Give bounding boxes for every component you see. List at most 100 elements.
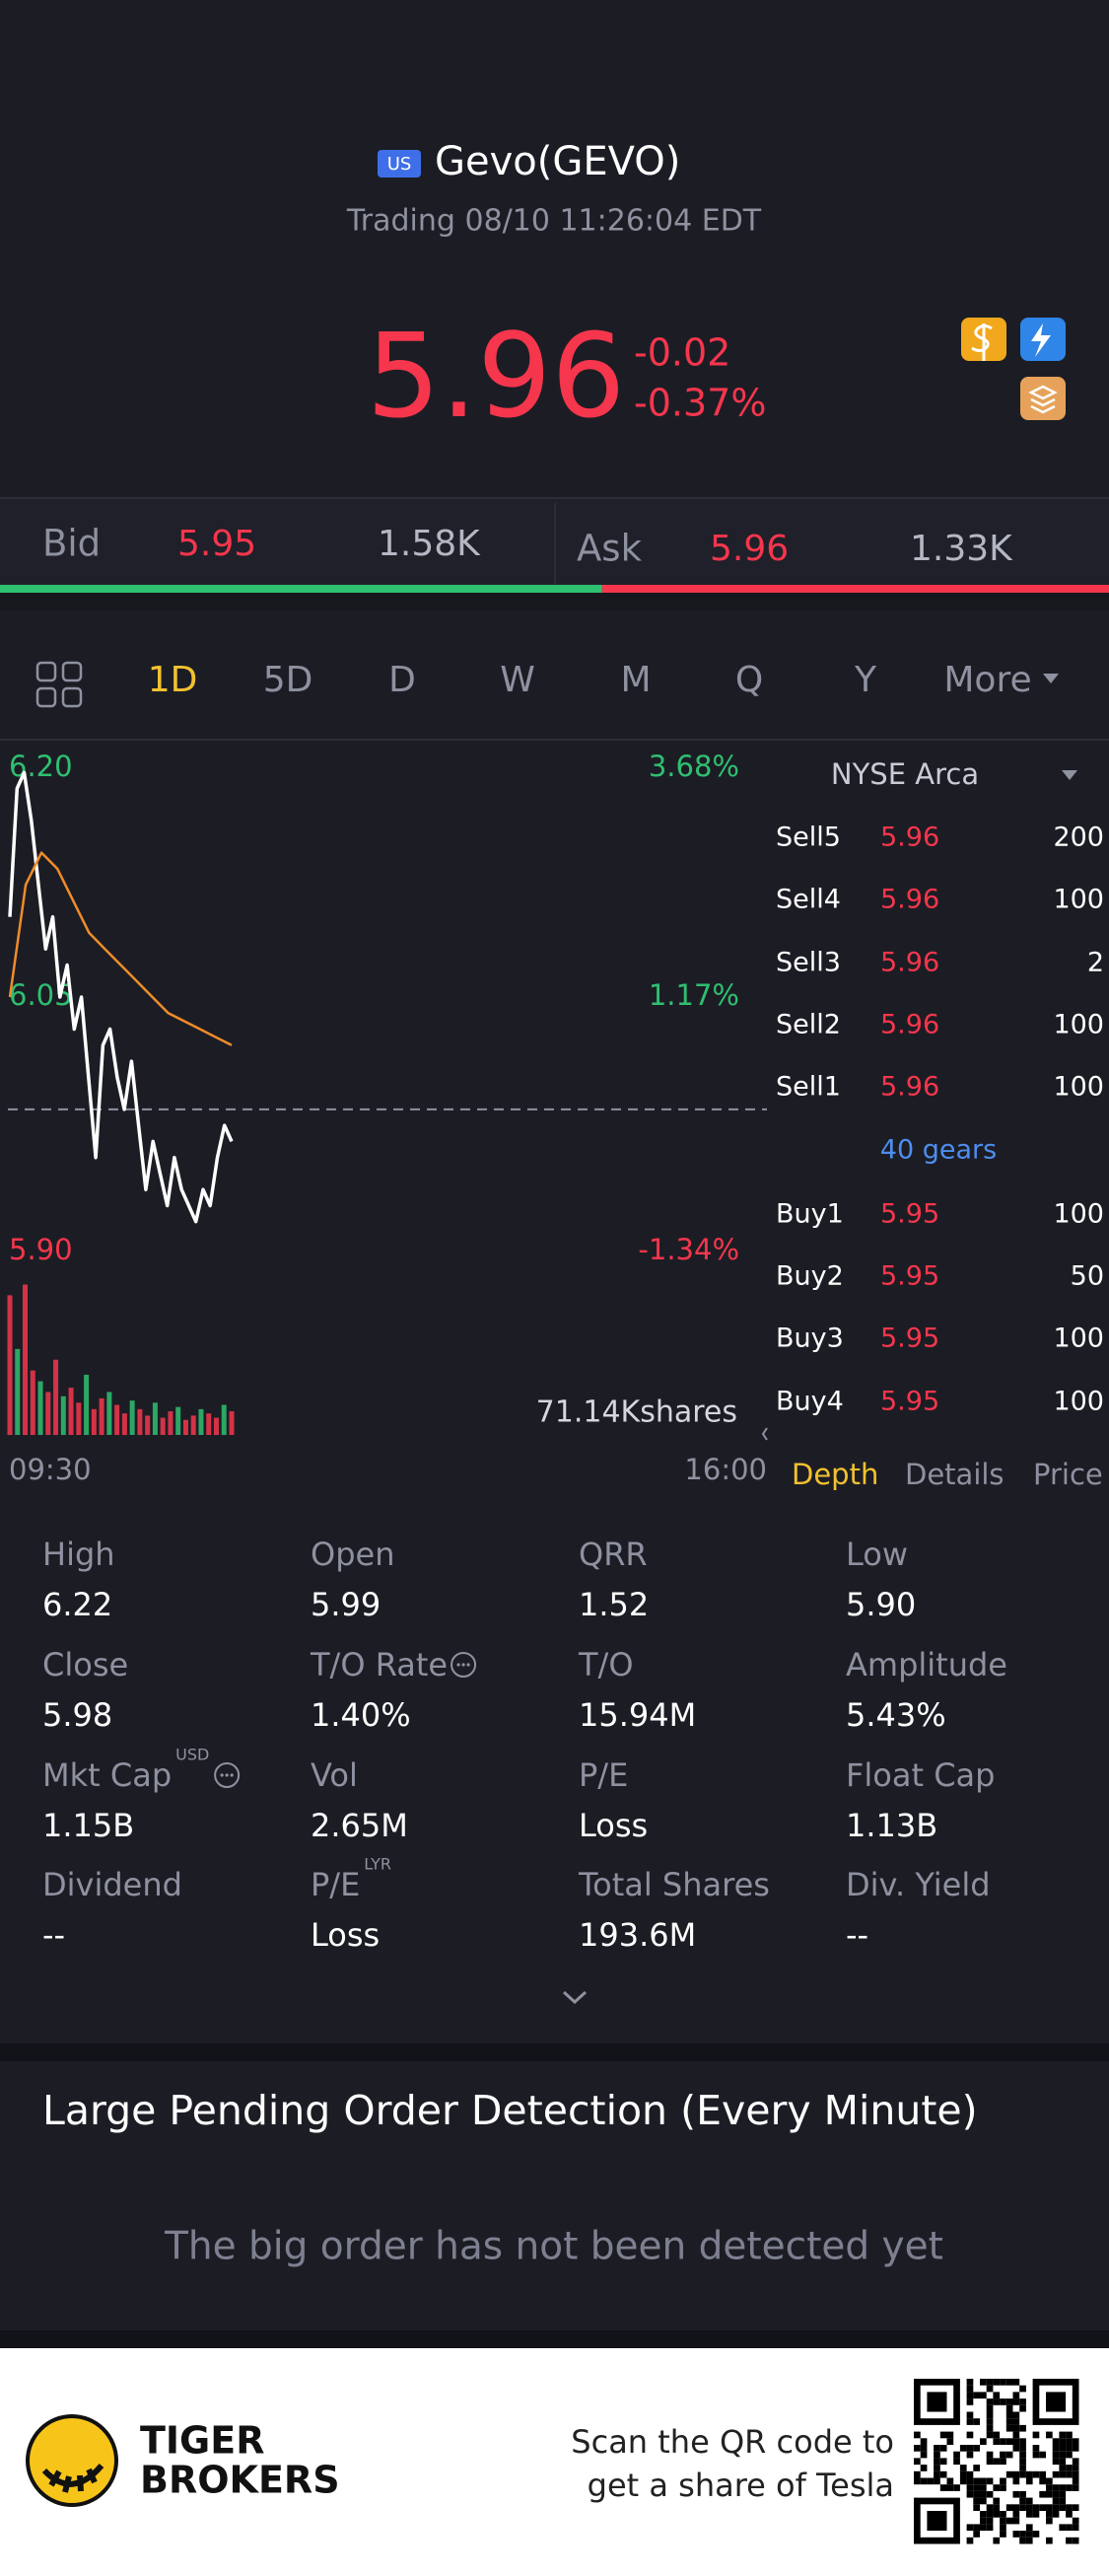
qr-cell xyxy=(973,2531,980,2538)
qr-cell xyxy=(1066,2484,1073,2491)
section-title: Large Pending Order Detection (Every Min… xyxy=(42,2087,978,2134)
empty-message: The big order has not been detected yet xyxy=(164,2225,943,2269)
period-tab[interactable]: 5D xyxy=(263,660,313,700)
exchange-caret xyxy=(1062,770,1077,780)
qr-cell xyxy=(973,2445,980,2452)
stat-label: P/E xyxy=(579,1756,628,1794)
qr-cell xyxy=(1005,2404,1013,2412)
volume-bar xyxy=(30,1370,35,1435)
qr-cell xyxy=(1046,2504,1053,2511)
qr-cell xyxy=(1000,2484,1006,2491)
volume-bar xyxy=(91,1408,97,1435)
stat-value: 1.15B xyxy=(42,1807,134,1844)
qr-cell xyxy=(1052,2511,1060,2518)
period-tab[interactable]: 1D xyxy=(148,660,198,700)
qr-cell xyxy=(993,2511,1001,2518)
qr-cell xyxy=(1012,2531,1020,2538)
volume-bar xyxy=(7,1295,13,1435)
qr-cell xyxy=(920,2445,928,2452)
qr-cell xyxy=(980,2392,987,2399)
qr-cell xyxy=(986,2418,994,2425)
stat-superscript: LYR xyxy=(364,1855,391,1874)
market-badge xyxy=(378,150,421,178)
period-tab[interactable]: M xyxy=(620,660,651,700)
period-tab[interactable]: W xyxy=(500,660,535,700)
qr-cell xyxy=(1005,2438,1013,2445)
book-tab[interactable]: Depth xyxy=(792,1458,878,1491)
exchange-select[interactable]: NYSE Arca xyxy=(831,757,979,791)
period-tab[interactable]: More xyxy=(943,660,1031,700)
bid-price: 5.95 xyxy=(177,524,256,564)
qr-cell xyxy=(1072,2477,1079,2485)
qr-cell xyxy=(993,2398,1001,2405)
stat-value: 2.65M xyxy=(311,1807,408,1844)
qr-cell xyxy=(946,2431,954,2439)
qr-cell xyxy=(946,2438,954,2445)
stock-title: Gevo(GEVO) xyxy=(435,139,680,184)
stat-label: Div. Yield xyxy=(846,1866,991,1903)
qr-cell xyxy=(1072,2524,1079,2532)
qr-cell xyxy=(993,2392,1001,2399)
volume-bar xyxy=(53,1359,59,1435)
period-tab[interactable]: Q xyxy=(735,660,763,700)
qr-cell xyxy=(1019,2490,1026,2498)
layout-icon-cell[interactable] xyxy=(35,686,57,708)
qr-cell xyxy=(986,2477,994,2485)
qr-cell xyxy=(1000,2511,1006,2518)
qr-cell xyxy=(914,2445,921,2452)
stat-value: 15.94M xyxy=(579,1696,696,1734)
qr-cell xyxy=(1059,2484,1067,2491)
qr-cell xyxy=(986,2458,994,2466)
qr-cell xyxy=(986,2511,994,2518)
volume-bar xyxy=(15,1348,21,1435)
qr-cell xyxy=(1046,2511,1053,2518)
qr-cell xyxy=(966,2537,974,2544)
expand-chevron[interactable] xyxy=(562,1990,588,2005)
qr-cell xyxy=(1025,2537,1033,2544)
qr-cell xyxy=(1066,2451,1073,2459)
gears-toggle[interactable]: 40 gears xyxy=(880,1135,997,1166)
volume-bar xyxy=(23,1284,29,1435)
volume-bar xyxy=(145,1415,151,1435)
volume-bar xyxy=(190,1415,196,1435)
gap xyxy=(0,593,1109,610)
qr-cell xyxy=(1000,2517,1006,2525)
layout-icon-cell[interactable] xyxy=(35,661,57,682)
book-price: 5.95 xyxy=(880,1324,939,1354)
book-tab[interactable]: Price xyxy=(1033,1458,1103,1491)
qr-cell xyxy=(1005,2379,1013,2386)
qr-cell xyxy=(939,2431,947,2439)
book-price: 5.96 xyxy=(880,948,939,978)
info-dot xyxy=(456,1663,460,1667)
more-caret xyxy=(1043,674,1059,683)
qr-cell xyxy=(1039,2451,1046,2459)
qr-cell xyxy=(1059,2465,1067,2471)
qr-cell xyxy=(1066,2511,1073,2518)
book-tab[interactable]: Details xyxy=(905,1458,1005,1491)
book-level: Sell5 xyxy=(776,823,841,853)
qr-cell xyxy=(1000,2477,1006,2485)
qr-cell xyxy=(1072,2438,1079,2445)
info-icon[interactable] xyxy=(214,1762,241,1788)
qr-cell xyxy=(966,2385,974,2393)
qr-cell xyxy=(966,2524,974,2532)
qr-cell xyxy=(939,2484,947,2491)
qr-cell xyxy=(1005,2411,1013,2419)
qr-cell xyxy=(1000,2438,1006,2445)
info-icon[interactable] xyxy=(451,1652,477,1678)
period-tab[interactable]: Y xyxy=(854,660,877,700)
qr-cell xyxy=(1059,2451,1067,2459)
qr-cell xyxy=(993,2458,1001,2466)
book-price: 5.95 xyxy=(880,1261,939,1292)
book-level: Buy3 xyxy=(776,1324,844,1354)
volume-bar xyxy=(129,1400,135,1435)
stat-label: Low xyxy=(846,1536,908,1573)
qr-cell xyxy=(966,2431,974,2439)
qr-cell xyxy=(959,2470,967,2478)
layout-icon-cell[interactable] xyxy=(61,686,83,708)
qr-cell xyxy=(1066,2537,1073,2544)
layout-icon-cell[interactable] xyxy=(61,661,83,682)
volume-bar xyxy=(229,1411,235,1435)
period-tab[interactable]: D xyxy=(388,660,416,700)
qr-cell xyxy=(1066,2504,1073,2511)
